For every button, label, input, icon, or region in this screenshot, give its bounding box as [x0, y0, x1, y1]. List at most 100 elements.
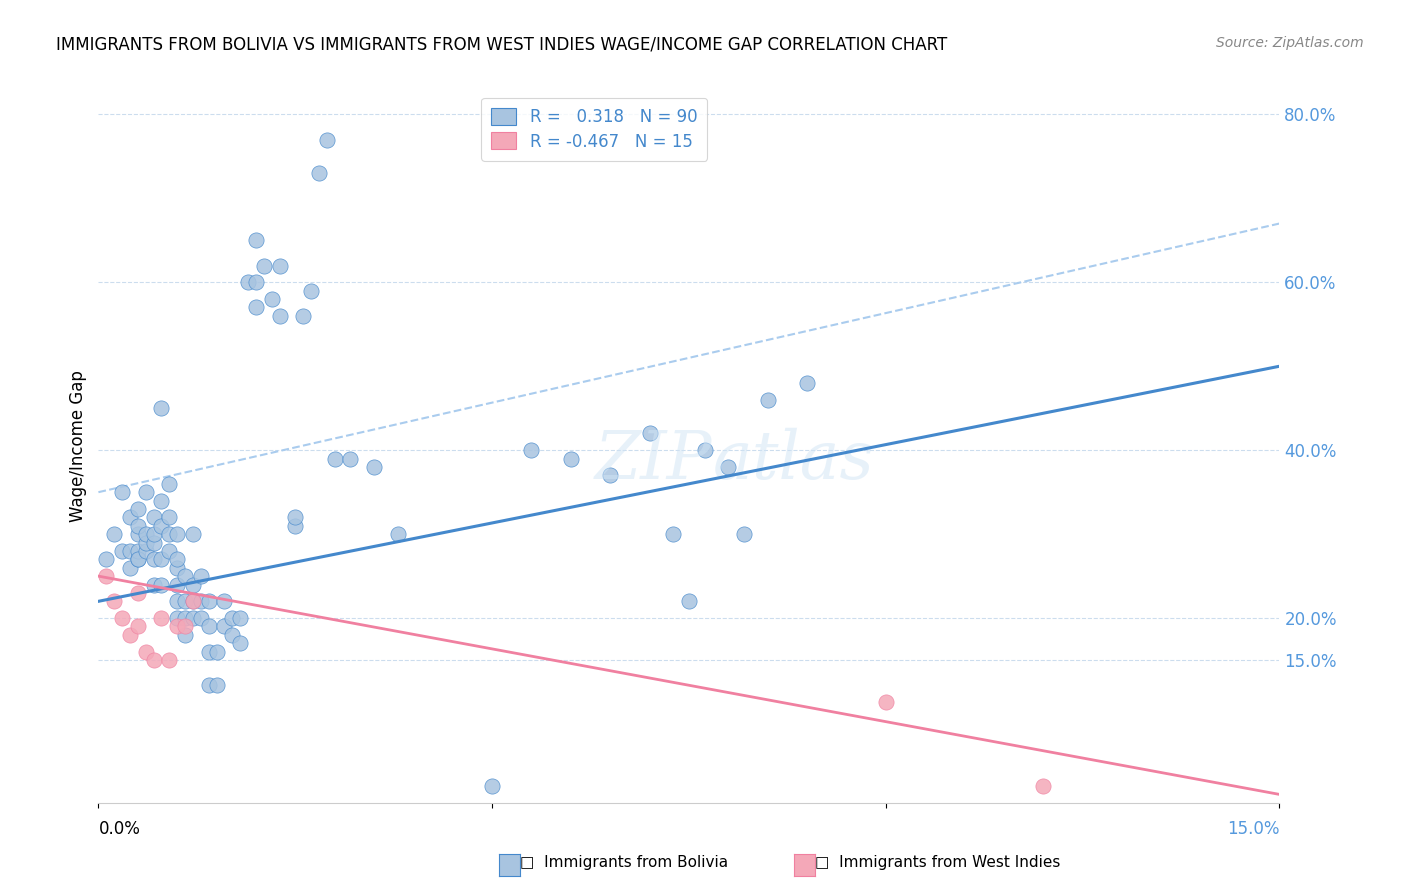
Point: [127, 527, 149, 541]
Point: [157, 544, 180, 558]
Point: [245, 301, 267, 315]
Point: [174, 594, 197, 608]
Text: □  Immigrants from West Indies: □ Immigrants from West Indies: [815, 855, 1062, 870]
Point: [299, 284, 322, 298]
Point: [150, 401, 173, 416]
Point: [96, 569, 118, 583]
Point: [150, 611, 173, 625]
Point: [157, 527, 180, 541]
Text: Source: ZipAtlas.com: Source: ZipAtlas.com: [1216, 36, 1364, 50]
Point: [150, 552, 173, 566]
Point: [127, 502, 149, 516]
Point: [111, 485, 134, 500]
Point: [150, 493, 173, 508]
Text: 15.0%: 15.0%: [1227, 820, 1279, 838]
Point: [284, 510, 307, 524]
Point: [308, 166, 330, 180]
Point: [157, 653, 180, 667]
Point: [315, 132, 337, 146]
Point: [142, 510, 165, 524]
Point: [135, 527, 157, 541]
Point: [292, 309, 315, 323]
Y-axis label: Wage/Income Gap: Wage/Income Gap: [69, 370, 87, 522]
Point: [205, 678, 228, 692]
Point: [260, 292, 283, 306]
Point: [127, 552, 149, 566]
Point: [197, 594, 219, 608]
Point: [135, 645, 157, 659]
Point: [135, 544, 157, 558]
Point: [197, 645, 219, 659]
Point: [717, 460, 740, 475]
Point: [229, 636, 252, 650]
Point: [118, 560, 141, 574]
Point: [111, 611, 134, 625]
Point: [118, 510, 141, 524]
Point: [662, 527, 685, 541]
Text: atlas: atlas: [713, 427, 875, 493]
Point: [693, 443, 716, 458]
Point: [127, 552, 149, 566]
Point: [560, 451, 582, 466]
Point: [197, 619, 219, 633]
Point: [181, 594, 204, 608]
Point: [190, 611, 212, 625]
Point: [181, 577, 204, 591]
Point: [269, 259, 291, 273]
Point: [127, 544, 149, 558]
Point: [127, 518, 149, 533]
Point: [150, 577, 173, 591]
Text: 0.0%: 0.0%: [98, 820, 141, 838]
Point: [166, 611, 188, 625]
Point: [181, 611, 204, 625]
Point: [387, 527, 409, 541]
Point: [245, 275, 267, 289]
Point: [166, 594, 188, 608]
Point: [166, 552, 188, 566]
Point: [118, 544, 141, 558]
Point: [875, 695, 897, 709]
Point: [190, 569, 212, 583]
Point: [481, 779, 503, 793]
Point: [245, 233, 267, 247]
Point: [638, 426, 661, 441]
Point: [166, 527, 188, 541]
Point: [599, 468, 621, 483]
Point: [135, 535, 157, 549]
Point: [157, 510, 180, 524]
Point: [1032, 779, 1054, 793]
Point: [142, 535, 165, 549]
Point: [190, 594, 212, 608]
Point: [166, 619, 188, 633]
Text: IMMIGRANTS FROM BOLIVIA VS IMMIGRANTS FROM WEST INDIES WAGE/INCOME GAP CORRELATI: IMMIGRANTS FROM BOLIVIA VS IMMIGRANTS FR…: [56, 36, 948, 54]
Point: [520, 443, 543, 458]
Point: [103, 527, 125, 541]
Point: [142, 552, 165, 566]
Point: [157, 476, 180, 491]
Point: [733, 527, 755, 541]
Point: [166, 560, 188, 574]
Point: [214, 619, 236, 633]
Text: ZIP: ZIP: [595, 427, 713, 493]
Point: [96, 552, 118, 566]
Point: [142, 527, 165, 541]
Point: [756, 392, 779, 407]
Point: [221, 628, 243, 642]
Point: [103, 594, 125, 608]
Point: [363, 460, 385, 475]
Point: [678, 594, 700, 608]
Point: [236, 275, 259, 289]
Point: [174, 619, 197, 633]
Text: □  Immigrants from Bolivia: □ Immigrants from Bolivia: [520, 855, 728, 870]
Point: [197, 678, 219, 692]
Point: [127, 586, 149, 600]
Point: [323, 451, 346, 466]
Point: [127, 619, 149, 633]
Point: [150, 518, 173, 533]
Point: [253, 259, 276, 273]
Point: [181, 527, 204, 541]
Point: [221, 611, 243, 625]
Point: [135, 485, 157, 500]
Point: [174, 628, 197, 642]
Point: [166, 577, 188, 591]
